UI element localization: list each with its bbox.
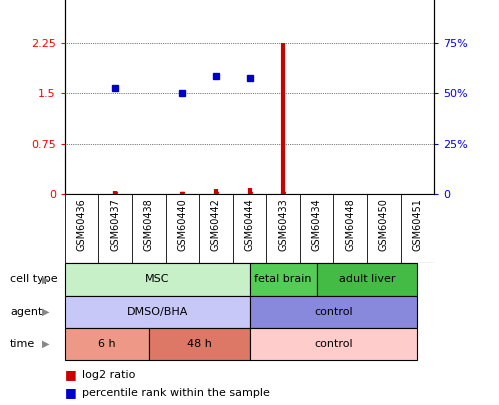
Bar <box>149 328 250 360</box>
Bar <box>65 328 149 360</box>
Text: log2 ratio: log2 ratio <box>82 370 136 379</box>
Text: GSM60442: GSM60442 <box>211 198 221 251</box>
Text: fetal brain: fetal brain <box>254 275 312 284</box>
Text: GSM60448: GSM60448 <box>345 198 355 251</box>
Bar <box>65 263 250 296</box>
Text: GSM60437: GSM60437 <box>110 198 120 251</box>
Text: GSM60444: GSM60444 <box>245 198 254 251</box>
Text: DMSO/BHA: DMSO/BHA <box>127 307 188 317</box>
Text: ▶: ▶ <box>42 307 50 317</box>
Bar <box>317 263 417 296</box>
Text: adult liver: adult liver <box>339 275 395 284</box>
Text: GSM60451: GSM60451 <box>412 198 422 251</box>
Text: control: control <box>314 307 353 317</box>
Text: GSM60436: GSM60436 <box>77 198 87 251</box>
Text: GSM60450: GSM60450 <box>379 198 389 251</box>
Bar <box>65 296 250 328</box>
Text: GSM60434: GSM60434 <box>312 198 322 251</box>
Text: control: control <box>314 339 353 349</box>
Bar <box>250 328 417 360</box>
Text: 48 h: 48 h <box>187 339 212 349</box>
Bar <box>250 296 417 328</box>
Text: cell type: cell type <box>10 275 57 284</box>
Text: GSM60438: GSM60438 <box>144 198 154 251</box>
Text: agent: agent <box>10 307 42 317</box>
Text: ■: ■ <box>65 368 77 381</box>
Text: GSM60433: GSM60433 <box>278 198 288 251</box>
Text: ▶: ▶ <box>42 339 50 349</box>
Text: ▶: ▶ <box>42 275 50 284</box>
Text: GSM60440: GSM60440 <box>177 198 187 251</box>
Text: ■: ■ <box>65 386 77 399</box>
Text: time: time <box>10 339 35 349</box>
Bar <box>250 263 317 296</box>
Text: percentile rank within the sample: percentile rank within the sample <box>82 388 270 398</box>
Text: 6 h: 6 h <box>98 339 116 349</box>
Text: MSC: MSC <box>145 275 170 284</box>
